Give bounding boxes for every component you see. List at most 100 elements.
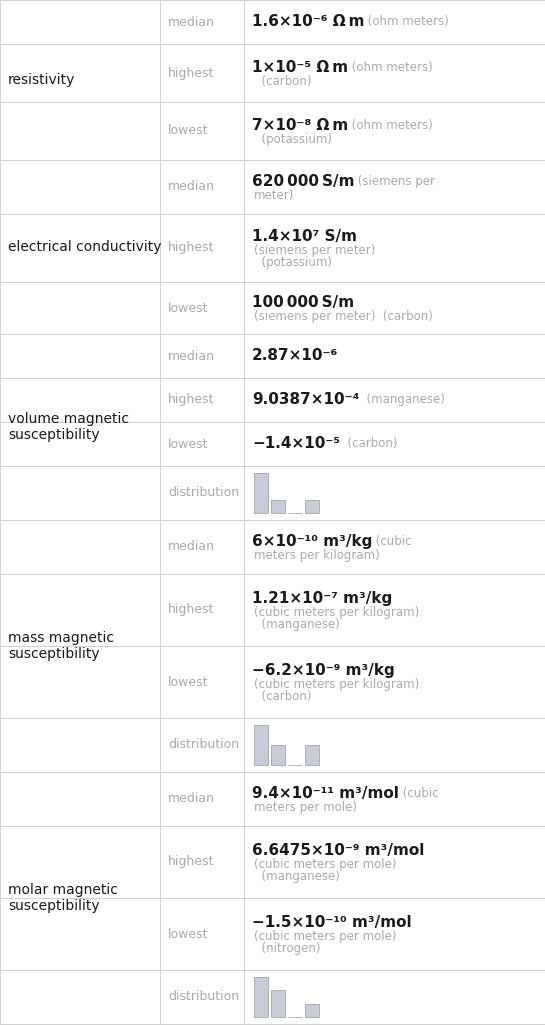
Text: 1.4×10⁷ S/m: 1.4×10⁷ S/m [252, 229, 357, 244]
Bar [160, 102, 244, 160]
Bar [244, 520, 545, 574]
Text: 7×10⁻⁸ Ω m: 7×10⁻⁸ Ω m [252, 118, 348, 132]
Bar [160, 646, 244, 718]
Text: 6×10⁻¹⁰ m³/kg: 6×10⁻¹⁰ m³/kg [252, 534, 372, 548]
Bar [244, 378, 545, 422]
Text: 1.21×10⁻⁷ m³/kg: 1.21×10⁻⁷ m³/kg [252, 590, 392, 606]
Text: (siemens per: (siemens per [354, 174, 435, 188]
Bar [160, 898, 244, 970]
Text: (potassium): (potassium) [254, 255, 332, 269]
Bar [244, 970, 545, 1024]
Text: resistivity: resistivity [8, 73, 75, 87]
Bar [160, 520, 244, 574]
Bar [244, 334, 545, 378]
Text: (manganese): (manganese) [254, 869, 340, 883]
Bar [0, 520, 160, 772]
Text: 9.0387×10⁻⁴: 9.0387×10⁻⁴ [252, 393, 359, 408]
Bar [244, 44, 545, 102]
Bar [0, 334, 160, 520]
Text: highest: highest [168, 856, 214, 868]
Bar [244, 160, 545, 214]
Text: (cubic meters per mole): (cubic meters per mole) [254, 858, 397, 871]
Bar [305, 1003, 319, 1017]
Bar [160, 160, 244, 214]
Text: (cubic: (cubic [399, 786, 438, 800]
Bar [160, 282, 244, 334]
Bar [160, 574, 244, 646]
Text: median: median [168, 792, 215, 806]
Bar [160, 378, 244, 422]
Text: (cubic: (cubic [372, 535, 412, 547]
Bar [271, 745, 285, 765]
Bar [0, 0, 160, 160]
Text: (manganese): (manganese) [254, 618, 340, 630]
Text: highest: highest [168, 394, 214, 407]
Bar [254, 725, 268, 765]
Text: distribution: distribution [168, 990, 239, 1003]
Bar [244, 282, 545, 334]
Text: molar magnetic
susceptibility: molar magnetic susceptibility [8, 883, 118, 913]
Text: electrical conductivity: electrical conductivity [8, 240, 161, 254]
Bar [0, 160, 160, 334]
Text: (nitrogen): (nitrogen) [254, 942, 320, 954]
Text: (ohm meters): (ohm meters) [348, 119, 433, 131]
Bar [160, 44, 244, 102]
Text: meters per mole): meters per mole) [254, 801, 357, 814]
Text: 100 000 S/m: 100 000 S/m [252, 294, 354, 310]
Text: distribution: distribution [168, 487, 239, 499]
Text: (potassium): (potassium) [254, 133, 332, 146]
Text: (cubic meters per kilogram): (cubic meters per kilogram) [254, 678, 419, 691]
Bar [160, 214, 244, 282]
Text: (cubic meters per kilogram): (cubic meters per kilogram) [254, 606, 419, 619]
Bar [160, 334, 244, 378]
Text: median: median [168, 540, 215, 554]
Text: (carbon): (carbon) [340, 438, 398, 451]
Text: median: median [168, 350, 215, 363]
Bar [160, 718, 244, 772]
Text: median: median [168, 180, 215, 194]
Text: (ohm meters): (ohm meters) [365, 15, 449, 29]
Bar [244, 646, 545, 718]
Text: (siemens per meter): (siemens per meter) [254, 244, 376, 257]
Bar [160, 970, 244, 1024]
Text: −1.4×10⁻⁵: −1.4×10⁻⁵ [252, 437, 340, 451]
Bar [244, 574, 545, 646]
Bar [244, 718, 545, 772]
Text: 2.87×10⁻⁶: 2.87×10⁻⁶ [252, 348, 338, 364]
Bar [244, 466, 545, 520]
Text: 1×10⁻⁵ Ω m: 1×10⁻⁵ Ω m [252, 59, 348, 75]
Bar [271, 499, 285, 512]
Bar [244, 214, 545, 282]
Text: (carbon): (carbon) [254, 75, 312, 88]
Bar [254, 473, 268, 512]
Bar [244, 826, 545, 898]
Bar [160, 0, 244, 44]
Text: 6.6475×10⁻⁹ m³/mol: 6.6475×10⁻⁹ m³/mol [252, 843, 425, 858]
Text: −6.2×10⁻⁹ m³/kg: −6.2×10⁻⁹ m³/kg [252, 662, 395, 678]
Text: distribution: distribution [168, 738, 239, 751]
Text: lowest: lowest [168, 301, 209, 315]
Text: median: median [168, 15, 215, 29]
Text: lowest: lowest [168, 675, 209, 689]
Bar [0, 772, 160, 1024]
Text: volume magnetic
susceptibility: volume magnetic susceptibility [8, 412, 129, 442]
Text: 620 000 S/m: 620 000 S/m [252, 173, 354, 189]
Text: 1.6×10⁻⁶ Ω m: 1.6×10⁻⁶ Ω m [252, 14, 365, 30]
Text: lowest: lowest [168, 438, 209, 451]
Bar [244, 898, 545, 970]
Text: (carbon): (carbon) [254, 690, 312, 703]
Text: (manganese): (manganese) [359, 394, 445, 407]
Bar [271, 990, 285, 1017]
Text: meter): meter) [254, 189, 294, 202]
Text: −1.5×10⁻¹⁰ m³/mol: −1.5×10⁻¹⁰ m³/mol [252, 914, 411, 930]
Text: 9.4×10⁻¹¹ m³/mol: 9.4×10⁻¹¹ m³/mol [252, 785, 399, 801]
Bar [305, 745, 319, 765]
Text: highest: highest [168, 242, 214, 254]
Text: meters per kilogram): meters per kilogram) [254, 548, 380, 562]
Text: (siemens per meter)  (carbon): (siemens per meter) (carbon) [254, 310, 433, 323]
Bar [160, 772, 244, 826]
Bar [244, 772, 545, 826]
Bar [244, 0, 545, 44]
Text: lowest: lowest [168, 124, 209, 137]
Text: mass magnetic
susceptibility: mass magnetic susceptibility [8, 631, 114, 661]
